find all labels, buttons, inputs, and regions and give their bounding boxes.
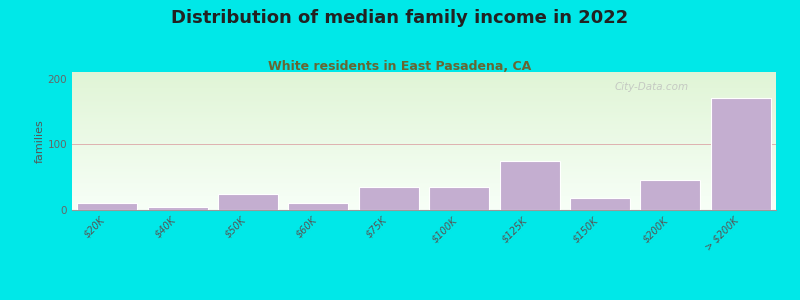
Bar	[359, 187, 418, 210]
Bar	[430, 187, 489, 210]
Bar	[148, 207, 207, 210]
Bar	[570, 198, 630, 210]
Bar	[218, 194, 278, 210]
Y-axis label: families: families	[34, 119, 45, 163]
Bar	[500, 161, 559, 210]
Bar	[289, 203, 348, 210]
Bar	[641, 180, 700, 210]
Bar	[78, 203, 137, 210]
Bar	[711, 98, 770, 210]
Text: City-Data.com: City-Data.com	[614, 82, 688, 92]
Text: White residents in East Pasadena, CA: White residents in East Pasadena, CA	[268, 60, 532, 73]
Text: Distribution of median family income in 2022: Distribution of median family income in …	[171, 9, 629, 27]
